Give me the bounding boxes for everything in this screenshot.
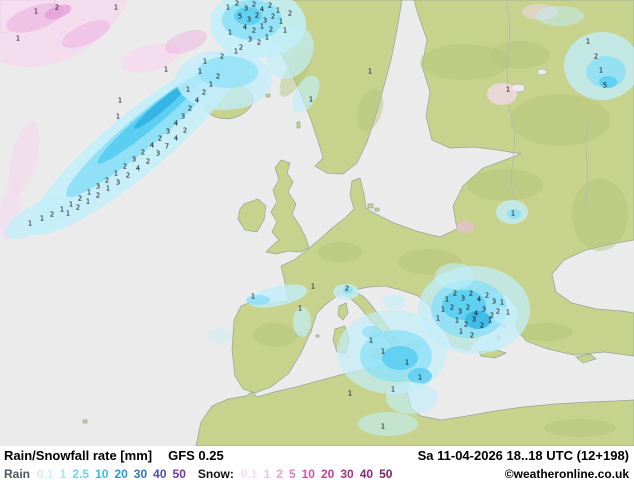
legend-snow-value: 10 xyxy=(301,467,315,481)
russia-snow-patch xyxy=(487,83,517,105)
rain-precipitation-layer xyxy=(5,0,634,436)
greece-rain-cluster xyxy=(418,263,530,354)
product-title: Rain/Snowfall rate [mm] xyxy=(4,448,153,463)
italy-rain-cluster xyxy=(333,284,447,436)
legend-snow-value: 40 xyxy=(359,467,374,481)
corsica-island xyxy=(337,302,349,321)
legend-rain-value: 20 xyxy=(114,467,128,481)
legend-rain-value: 50 xyxy=(172,467,186,481)
cyprus-island xyxy=(575,353,597,364)
legend-rain-value: 0.1 xyxy=(37,467,54,481)
europe-precipitation-map xyxy=(0,0,634,446)
legend-snow-value: 20 xyxy=(320,467,335,481)
baltic-rain-patch xyxy=(496,200,528,224)
legend-snow-value: 5 xyxy=(288,467,296,481)
legend-snow-value: 30 xyxy=(340,467,354,481)
color-scale-legend: Rain 0.1 1 2.5 10 20 30 40 50 Snow: 0.1 1 2 5 10 20 3… xyxy=(4,467,392,481)
copyright: ©weatheronline.co.uk xyxy=(504,467,629,481)
valid-datetime: Sa 11-04-2026 18..18 UTC (12+198) xyxy=(417,448,629,463)
title-group: Rain/Snowfall rate [mm] GFS 0.25 xyxy=(4,448,224,463)
biscay-iberia-rain xyxy=(208,284,311,344)
model-name: GFS 0.25 xyxy=(168,448,224,463)
legend-rain-scale: 0.1 1 2.5 10 20 30 40 50 xyxy=(37,467,186,481)
northeast-russia-rain-patch xyxy=(536,6,634,100)
caption-bar: Rain/Snowfall rate [mm] GFS 0.25 Sa 11-04… xyxy=(0,446,634,490)
river-line xyxy=(505,1,515,199)
forest-texture xyxy=(253,41,628,437)
legend-snow-value: 0.1 xyxy=(240,467,258,481)
legend-rain-value: 40 xyxy=(153,467,167,481)
great-britain-landmass xyxy=(265,159,310,255)
legend-snow-value: 2 xyxy=(276,467,283,481)
norway-rain-cluster xyxy=(210,0,320,113)
legend-rain-value: 1 xyxy=(59,467,67,481)
legend-rain-label: Rain xyxy=(4,467,31,481)
atlantic-front-rain-band xyxy=(29,55,241,235)
continental-europe-landmass xyxy=(231,0,634,394)
legend-snow-label: Snow: xyxy=(197,467,234,481)
river-line xyxy=(583,117,591,209)
legend-snow-scale: 0.1 1 2 5 10 20 30 40 50 xyxy=(241,467,393,481)
lake-onega xyxy=(536,68,548,76)
ireland-landmass xyxy=(237,198,267,233)
legend-snow-value: 50 xyxy=(379,467,393,481)
legend-rain-value: 2.5 xyxy=(72,467,90,481)
legend-snow-value: 1 xyxy=(263,467,271,481)
legend-rain-value: 30 xyxy=(133,467,148,481)
legend-rain-value: 10 xyxy=(95,467,109,481)
